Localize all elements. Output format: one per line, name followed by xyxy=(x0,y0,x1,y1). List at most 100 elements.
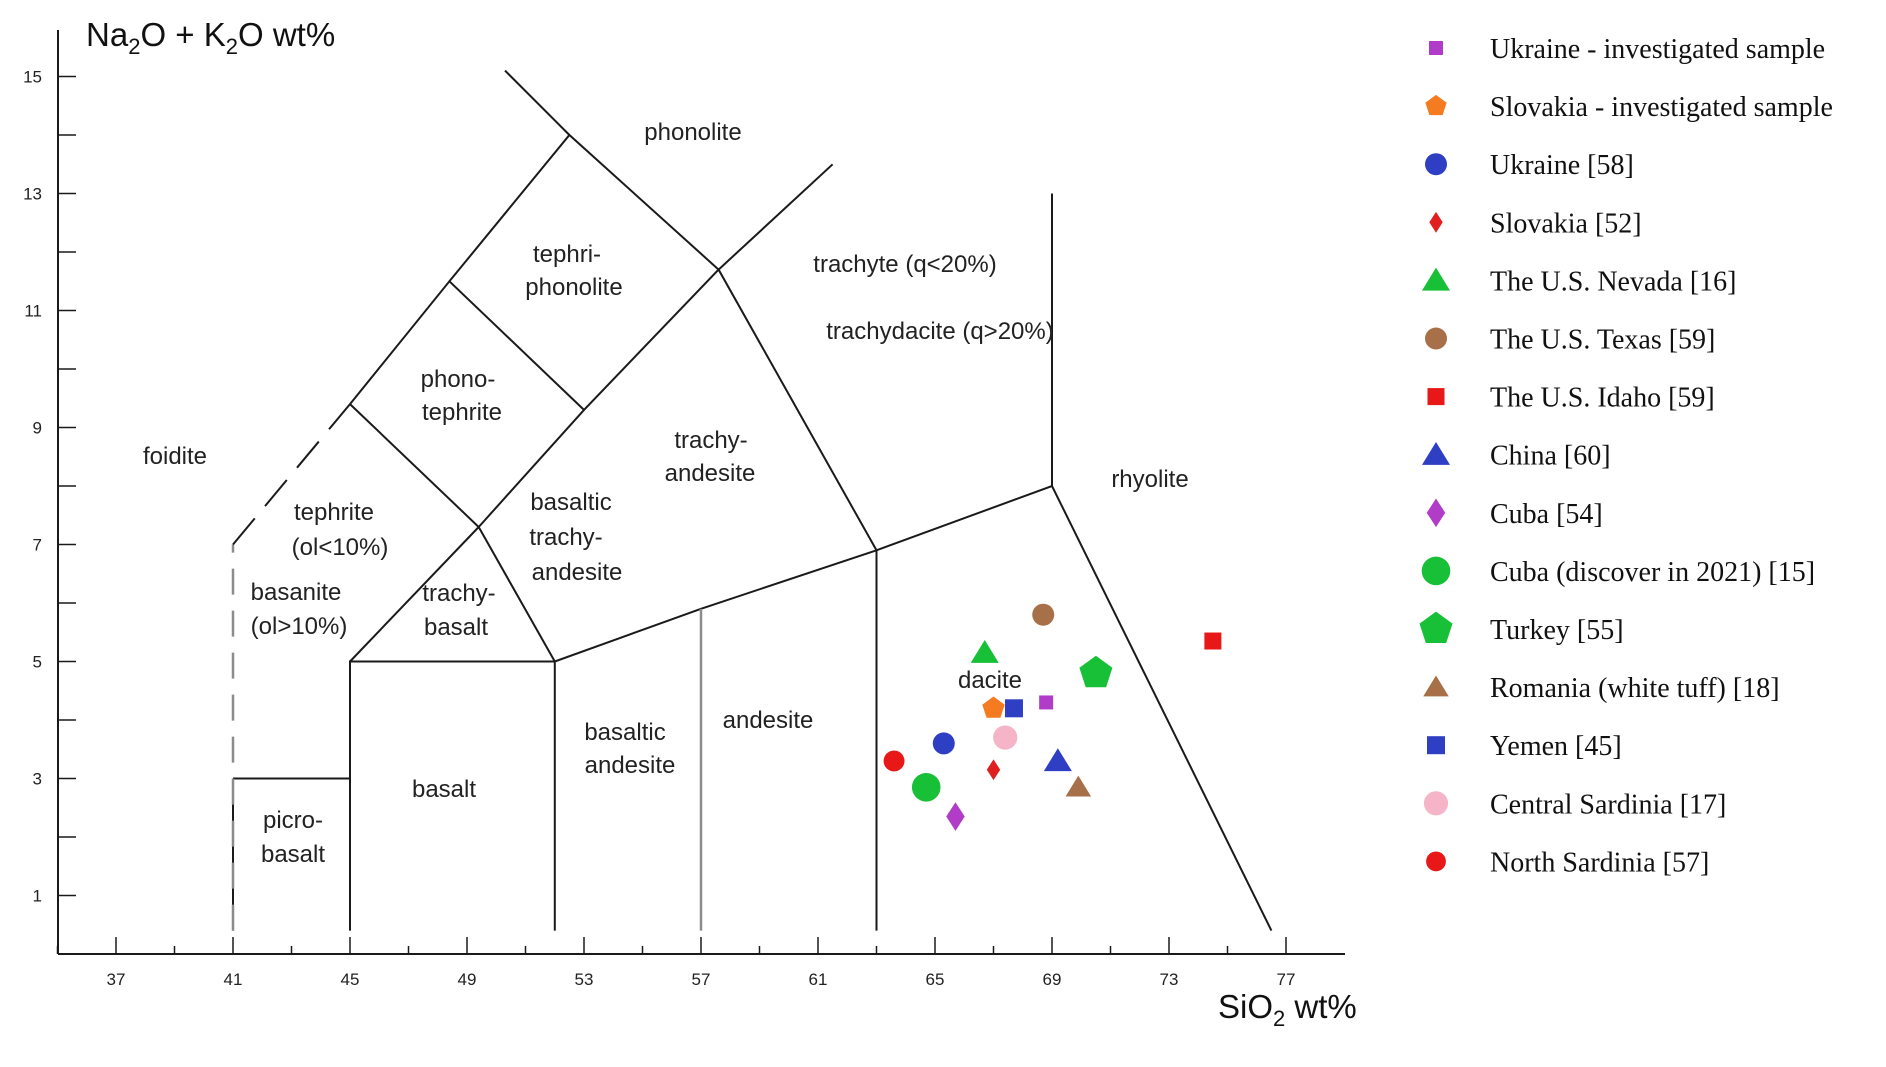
x-tick-label: 69 xyxy=(1043,970,1062,989)
data-point xyxy=(1204,632,1222,650)
legend-label: Central Sardinia [17] xyxy=(1490,789,1726,820)
field-label: andesite xyxy=(585,752,676,779)
legend-marker xyxy=(1419,611,1453,643)
y-tick-label: 3 xyxy=(33,770,42,789)
y-axis-title: Na2O + K2O wt% xyxy=(86,16,335,59)
legend-label: Cuba (discover in 2021) [15] xyxy=(1490,557,1815,588)
legend-marker xyxy=(1427,736,1445,755)
field-label: trachy- xyxy=(422,580,495,607)
field-label: tephri- xyxy=(533,241,601,268)
field-label: andesite xyxy=(532,559,623,586)
legend-marker xyxy=(1425,94,1447,116)
field-label: basaltic xyxy=(530,489,611,516)
field-label: rhyolite xyxy=(1111,466,1188,493)
legend-marker xyxy=(1425,327,1447,350)
field-label: andesite xyxy=(665,460,756,487)
field-label: phono- xyxy=(421,366,496,393)
legend-label: The U.S. Texas [59] xyxy=(1490,325,1715,356)
boundary-line xyxy=(717,163,834,271)
field-label: dacite xyxy=(958,667,1022,694)
x-tick-label: 53 xyxy=(575,970,594,989)
data-point xyxy=(1065,775,1092,797)
y-tick-label: 1 xyxy=(33,887,42,906)
x-tick-label: 61 xyxy=(809,970,828,989)
field-label: tephrite xyxy=(294,499,374,526)
data-point xyxy=(932,732,955,755)
field-label: basalt xyxy=(412,776,476,803)
field-label: (ol<10%) xyxy=(292,534,389,561)
field-label: picro- xyxy=(263,807,323,834)
legend-marker xyxy=(1429,211,1443,233)
legend-marker xyxy=(1423,791,1449,816)
x-tick-label: 49 xyxy=(458,970,477,989)
data-point xyxy=(911,772,941,802)
y-tick-label: 5 xyxy=(33,653,42,672)
data-point xyxy=(883,750,905,772)
y-tick-label: 9 xyxy=(33,419,42,438)
x-tick-label: 73 xyxy=(1160,970,1179,989)
field-label: foidite xyxy=(143,443,207,470)
data-point xyxy=(1079,655,1113,688)
x-tick-label: 41 xyxy=(224,970,243,989)
data-points xyxy=(883,603,1222,831)
field-label: (ol>10%) xyxy=(251,613,348,640)
boundary-line xyxy=(349,660,556,931)
legend-label: Slovakia [52] xyxy=(1490,208,1642,239)
legend-label: Yemen [45] xyxy=(1490,731,1622,762)
field-label: trachyte (q<20%) xyxy=(813,251,996,278)
x-tick-label: 37 xyxy=(107,970,126,989)
boundary-line xyxy=(504,69,571,136)
field-label: andesite xyxy=(723,707,814,734)
data-point xyxy=(1004,699,1023,718)
legend-marker xyxy=(1423,675,1449,697)
legend-label: Cuba [54] xyxy=(1490,499,1603,530)
x-tick-label: 77 xyxy=(1277,970,1296,989)
field-label: trachydacite (q>20%) xyxy=(826,318,1053,345)
data-point xyxy=(986,759,1001,781)
field-label: trachy- xyxy=(529,524,602,551)
legend-label: Ukraine - investigated sample xyxy=(1490,34,1825,65)
x-tick-label: 45 xyxy=(341,970,360,989)
data-point xyxy=(970,639,999,663)
data-point xyxy=(1043,748,1072,772)
y-tick-label: 15 xyxy=(23,68,42,87)
legend-marker xyxy=(1425,153,1447,176)
legend-label: China [60] xyxy=(1490,441,1611,472)
legend-marker xyxy=(1427,388,1445,406)
data-point xyxy=(993,725,1018,750)
field-label: phonolite xyxy=(525,274,622,301)
data-point xyxy=(982,696,1005,718)
field-label: tephrite xyxy=(422,399,502,426)
foidite-dashed-boundary xyxy=(232,403,351,546)
legend-marker xyxy=(1421,556,1451,586)
legend-label: Romania (white tuff) [18] xyxy=(1490,673,1780,704)
legend-label: The U.S. Idaho [59] xyxy=(1490,383,1715,414)
x-axis-title: SiO2 wt% xyxy=(1218,988,1357,1031)
field-label: basalt xyxy=(261,841,325,868)
y-tick-label: 11 xyxy=(24,302,42,321)
boundary-line xyxy=(477,267,878,551)
legend-label: Ukraine [58] xyxy=(1490,150,1634,181)
field-label: trachy- xyxy=(674,427,747,454)
legend-marker xyxy=(1421,441,1451,465)
legend-marker xyxy=(1421,267,1451,291)
legend-marker xyxy=(1426,498,1446,528)
boundary-line xyxy=(477,484,1273,932)
axis-titles: Na2O + K2O wt% SiO2 wt% xyxy=(86,16,1357,1031)
data-point xyxy=(1032,603,1055,626)
legend-marker xyxy=(1429,41,1443,55)
legend-label: The U.S. Nevada [16] xyxy=(1490,266,1736,297)
field-label: basanite xyxy=(251,579,342,606)
legend-label: Turkey [55] xyxy=(1490,615,1624,646)
x-tick-label: 57 xyxy=(692,970,711,989)
field-boundaries xyxy=(231,69,1273,932)
field-label: phonolite xyxy=(644,119,741,146)
x-tick-label: 65 xyxy=(926,970,945,989)
y-tick-label: 7 xyxy=(33,536,42,555)
legend-marker xyxy=(1426,851,1446,872)
data-point xyxy=(1039,695,1054,710)
y-tick-label: 13 xyxy=(23,185,42,204)
legend-label: North Sardinia [57] xyxy=(1490,847,1709,878)
data-point xyxy=(946,802,965,831)
